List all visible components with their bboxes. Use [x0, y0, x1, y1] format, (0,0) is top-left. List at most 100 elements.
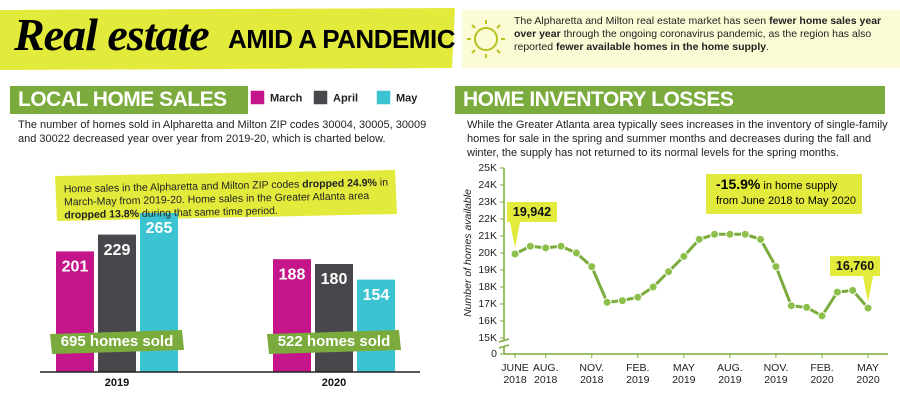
- y-tick-label: 0: [491, 348, 497, 360]
- x-tick-label: FEB. 2019: [626, 362, 650, 386]
- y-tick-label: 22K: [478, 213, 497, 225]
- y-tick-label: 17K: [478, 298, 497, 310]
- x-tick-label: MAY 2019: [672, 362, 696, 386]
- value-label-pointer: [863, 276, 874, 303]
- point: [832, 287, 842, 297]
- point: [587, 262, 597, 272]
- section-title: HOME INVENTORY LOSSES: [455, 86, 885, 114]
- x-tick-label: FEB. 2020: [810, 362, 834, 386]
- value-label-pointer: [510, 221, 520, 248]
- callout-text: during that same time period.: [138, 204, 278, 220]
- total-band: [50, 330, 184, 354]
- y-tick-label: 15K: [478, 332, 497, 344]
- point: [802, 302, 812, 312]
- intro-box: [462, 10, 900, 68]
- intro-text: through the ongoing coronavirus pandemic…: [514, 28, 872, 53]
- value-label: 19,942: [513, 205, 551, 219]
- point: [756, 234, 766, 244]
- x-tick-label: MAY 2020: [856, 362, 880, 386]
- y-tick-label: 21K: [478, 230, 497, 242]
- bar: [315, 264, 353, 372]
- point: [648, 282, 658, 292]
- bar-value-label: 154: [363, 287, 390, 304]
- point: [525, 241, 535, 251]
- x-tick-label: 2019: [105, 377, 129, 389]
- x-tick-label: JUNE 2018: [501, 362, 529, 386]
- point: [710, 229, 720, 239]
- bar-value-label: 180: [321, 271, 348, 288]
- intro: The Alpharetta and Milton real estate ma…: [514, 15, 894, 54]
- point: [848, 285, 858, 295]
- title-caps: AMID A PANDEMIC: [228, 24, 455, 54]
- y-tick-label: 18K: [478, 281, 497, 293]
- axis-break: [498, 338, 510, 349]
- point: [602, 297, 612, 307]
- callout: Home sales in the Alpharetta and Milton …: [64, 177, 395, 223]
- x-tick-label: NOV. 2019: [763, 362, 789, 386]
- y-tick-label: 24K: [478, 179, 497, 191]
- legend-label: May: [396, 92, 418, 104]
- title-script: Real estate: [14, 9, 210, 60]
- description: The number of homes sold in Alpharetta a…: [18, 119, 427, 145]
- point: [633, 292, 643, 302]
- legend-label: March: [270, 92, 303, 104]
- bar-value-label: 229: [104, 242, 131, 259]
- callout-bold: dropped 24.9%: [302, 176, 378, 191]
- intro-text: The Alpharetta and Milton real estate ma…: [514, 15, 770, 27]
- annotation: -15.9% in home supply from June 2018 to …: [716, 177, 858, 209]
- point: [617, 296, 627, 306]
- total-label: 695 homes sold: [61, 333, 174, 350]
- section-title: LOCAL HOME SALES: [10, 86, 248, 114]
- legend-swatch: [249, 89, 266, 106]
- total-band: [267, 330, 401, 354]
- point: [817, 311, 827, 321]
- y-tick-label: 20K: [478, 247, 497, 259]
- y-tick-label: 16K: [478, 315, 497, 327]
- x-tick-label: AUG. 2018: [532, 362, 559, 386]
- intro-bold: fewer available homes in the home supply: [556, 41, 767, 53]
- legend-label: April: [333, 92, 358, 104]
- intro-text: .: [766, 41, 770, 53]
- annotation-bold: -15.9%: [716, 176, 761, 192]
- callout-bold: dropped 13.8%: [64, 207, 140, 222]
- callout-box: [55, 170, 397, 221]
- virus-icon: [467, 20, 505, 58]
- point: [664, 267, 673, 277]
- y-tick-label: 19K: [478, 264, 497, 276]
- bar: [357, 279, 395, 372]
- bar-value-label: 201: [62, 259, 89, 276]
- point: [541, 243, 551, 253]
- point: [556, 241, 566, 251]
- point: [740, 229, 750, 239]
- point: [725, 229, 735, 239]
- annotation-box: [706, 174, 862, 214]
- y-tick-label: 23K: [478, 196, 497, 208]
- point: [571, 248, 581, 258]
- annotation-text: in home supply from June 2018 to May 202…: [716, 180, 857, 207]
- value-label: 16,760: [836, 259, 874, 273]
- point: [771, 262, 781, 272]
- legend-swatch: [375, 89, 392, 106]
- value-label-box: [507, 201, 557, 222]
- bar-value-label: 188: [279, 266, 306, 283]
- header-band: [0, 8, 455, 70]
- description: While the Greater Atlanta area typically…: [467, 119, 888, 159]
- total-label: 522 homes sold: [278, 333, 391, 350]
- intro-bold: fewer home sales year over year: [514, 15, 882, 40]
- x-tick-label: AUG. 2019: [717, 362, 743, 386]
- x-tick-label: 2020: [322, 377, 346, 389]
- bar-value-label: 265: [146, 220, 173, 237]
- point: [694, 234, 704, 244]
- point: [679, 251, 689, 261]
- point: [863, 303, 873, 313]
- y-tick-label: 25K: [478, 162, 497, 174]
- point: [786, 301, 796, 311]
- y-axis-label: Number of homes available: [462, 189, 474, 317]
- x-tick-label: NOV. 2018: [579, 362, 605, 386]
- line: [514, 232, 870, 318]
- point: [510, 249, 520, 259]
- legend-swatch: [312, 89, 329, 106]
- value-label-box: [830, 256, 881, 277]
